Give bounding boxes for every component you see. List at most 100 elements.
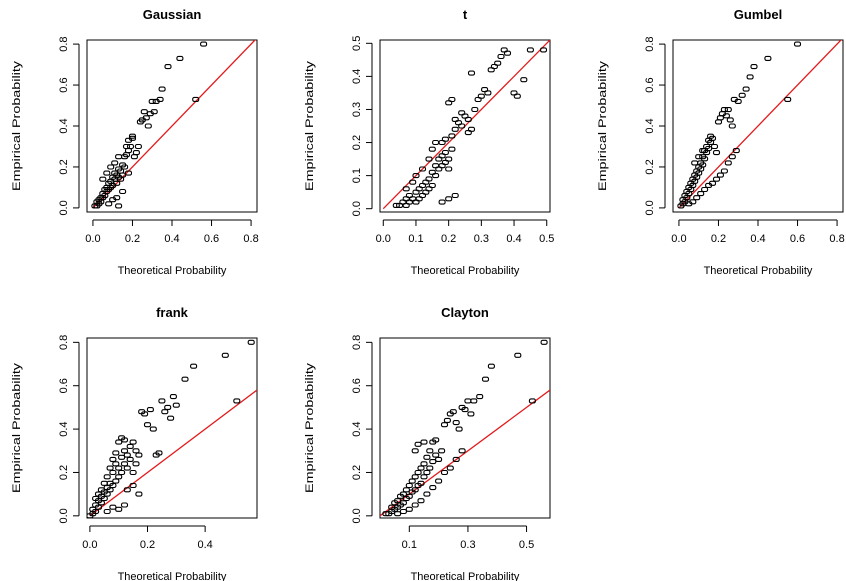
panel-3-data-point [118, 454, 126, 460]
panel-4-data-point [405, 493, 413, 499]
panel-3-data-point [97, 500, 105, 506]
panel-3-data-point [135, 491, 143, 497]
panel-1-data-point [441, 136, 449, 142]
panel-0-data-point [111, 160, 119, 166]
panel-4-data-point [432, 452, 440, 458]
panel-0-data-point [176, 55, 184, 61]
panel-4-data-point [443, 417, 451, 423]
panel-0-data-point [192, 96, 200, 102]
panel-1-data-point [464, 116, 472, 122]
panel-2-data-point [697, 191, 705, 197]
panel-3-data-point [115, 465, 123, 471]
panel-4-data-point [423, 491, 431, 497]
panel-1-data-point [448, 96, 456, 103]
panel-4-data-point [420, 474, 428, 480]
panel-1-data-point [425, 176, 433, 182]
panel-0-y-axis-label: Empirical Probability [11, 60, 23, 191]
panel-3-data-point [106, 487, 114, 493]
panel-clayton: Clayton 0.1 0.3 0.5 0.0 0.2 0.4 0.6 0.8 Theoretic… [304, 305, 551, 581]
panel-4-data-point [435, 456, 443, 462]
panel-3-data-point [141, 411, 149, 417]
panel-3-data-point [109, 469, 117, 476]
panel-2-y-tick-label: 0.2 [644, 159, 656, 174]
panel-4-data-point [432, 437, 440, 443]
panel-4-data-point [399, 491, 407, 497]
panel-4-data-point [461, 407, 469, 413]
panel-1-data-point [513, 93, 521, 99]
panel-3-data-point [109, 456, 117, 462]
panel-0-data-point [164, 64, 172, 70]
panel-1-data-point [432, 139, 440, 146]
panel-4-data-point [399, 500, 407, 506]
panel-1-data-point [409, 179, 417, 185]
panel-2-data-point [699, 162, 707, 168]
panel-2-y-tick-label: 0.4 [644, 118, 656, 133]
panel-2-data-point [732, 148, 740, 154]
panel-4-plot-frame [379, 337, 551, 519]
panel-2-x-axis-label: Theoretical Probability [704, 265, 813, 277]
panel-2-data-point [784, 96, 792, 102]
panel-1-data-point [471, 106, 479, 113]
panel-0-y-tick-label: 0.0 [58, 200, 70, 215]
panel-3-x-tick-label: 0.2 [140, 539, 155, 551]
panel-4-data-point [405, 506, 413, 512]
panel-1-data-point [464, 130, 472, 136]
panel-3-data-point [103, 474, 111, 480]
panel-1-data-point [448, 146, 456, 152]
panel-2-x-tick-label: 0.2 [711, 233, 726, 245]
panel-1-x-tick-label: 0.4 [506, 233, 521, 245]
panel-2-y-axis-label: Empirical Probability [597, 60, 609, 191]
panel-0-data-point [124, 170, 133, 176]
panel-2-x-tick-label: 0.8 [829, 233, 844, 245]
panel-3-data-point [135, 452, 143, 458]
panel-1-x-tick-label: 0.3 [474, 233, 489, 245]
panel-2-data-point [691, 160, 699, 166]
panel-0-data-point [121, 164, 129, 170]
panel-3-data-point [129, 469, 137, 476]
panel-4-data-point [470, 398, 478, 404]
panel-3-y-axis-label: Empirical Probability [11, 362, 23, 493]
panel-0-data-point [132, 150, 140, 156]
panel-1-data-point [497, 53, 505, 60]
panel-1-data-point [477, 93, 485, 99]
panel-4-y-tick-label: 0.6 [351, 378, 363, 393]
panel-2-data-point [720, 168, 728, 174]
panel-2-data-point [746, 74, 754, 80]
panel-4-data-point [440, 422, 449, 428]
panel-1-data-point [448, 133, 456, 139]
panel-4-data-point [487, 363, 495, 369]
panel-1-data-point [445, 166, 453, 172]
panel-2-data-point [689, 199, 697, 205]
panel-2-data-point [764, 55, 772, 61]
panel-4-data-point [417, 480, 425, 486]
panel-1-data-point [526, 47, 534, 53]
panel-3-data-point [120, 461, 129, 467]
panel-3-data-point [100, 495, 108, 502]
panel-0-x-tick-label: 0.8 [243, 233, 258, 245]
panel-1-data-point [441, 149, 449, 156]
panel-3-data-point [233, 398, 241, 404]
panel-3-reference-line [89, 389, 257, 517]
panel-3-plot-frame [86, 337, 258, 519]
panel-1-data-point [425, 156, 433, 162]
panel-1-x-tick-label: 0.0 [376, 233, 391, 245]
panel-3-data-point [164, 404, 172, 410]
panel-4-data-point [440, 469, 449, 476]
panel-3-data-point [161, 409, 169, 415]
panel-0-data-point [128, 133, 137, 139]
panel-4-data-point [411, 502, 419, 508]
panel-3-data-point [120, 502, 129, 508]
panel-4-title: Clayton [441, 305, 489, 320]
panel-2-y-tick-label: 0.0 [644, 200, 656, 215]
panel-0-title: Gaussian [143, 7, 202, 22]
panel-1-data-point [445, 196, 453, 202]
panel-1-plot-frame [379, 39, 551, 213]
panel-3-data-point [118, 469, 126, 476]
panel-4-y-tick-label: 0.8 [351, 335, 363, 350]
panel-0-data-point [144, 123, 152, 129]
panel-1-reference-line [382, 40, 550, 210]
panel-4-x-tick-label: 0.3 [460, 539, 475, 551]
panel-3-data-point [123, 452, 131, 458]
panel-3-data-point [149, 426, 157, 432]
panel-2-reference-line [678, 40, 842, 209]
